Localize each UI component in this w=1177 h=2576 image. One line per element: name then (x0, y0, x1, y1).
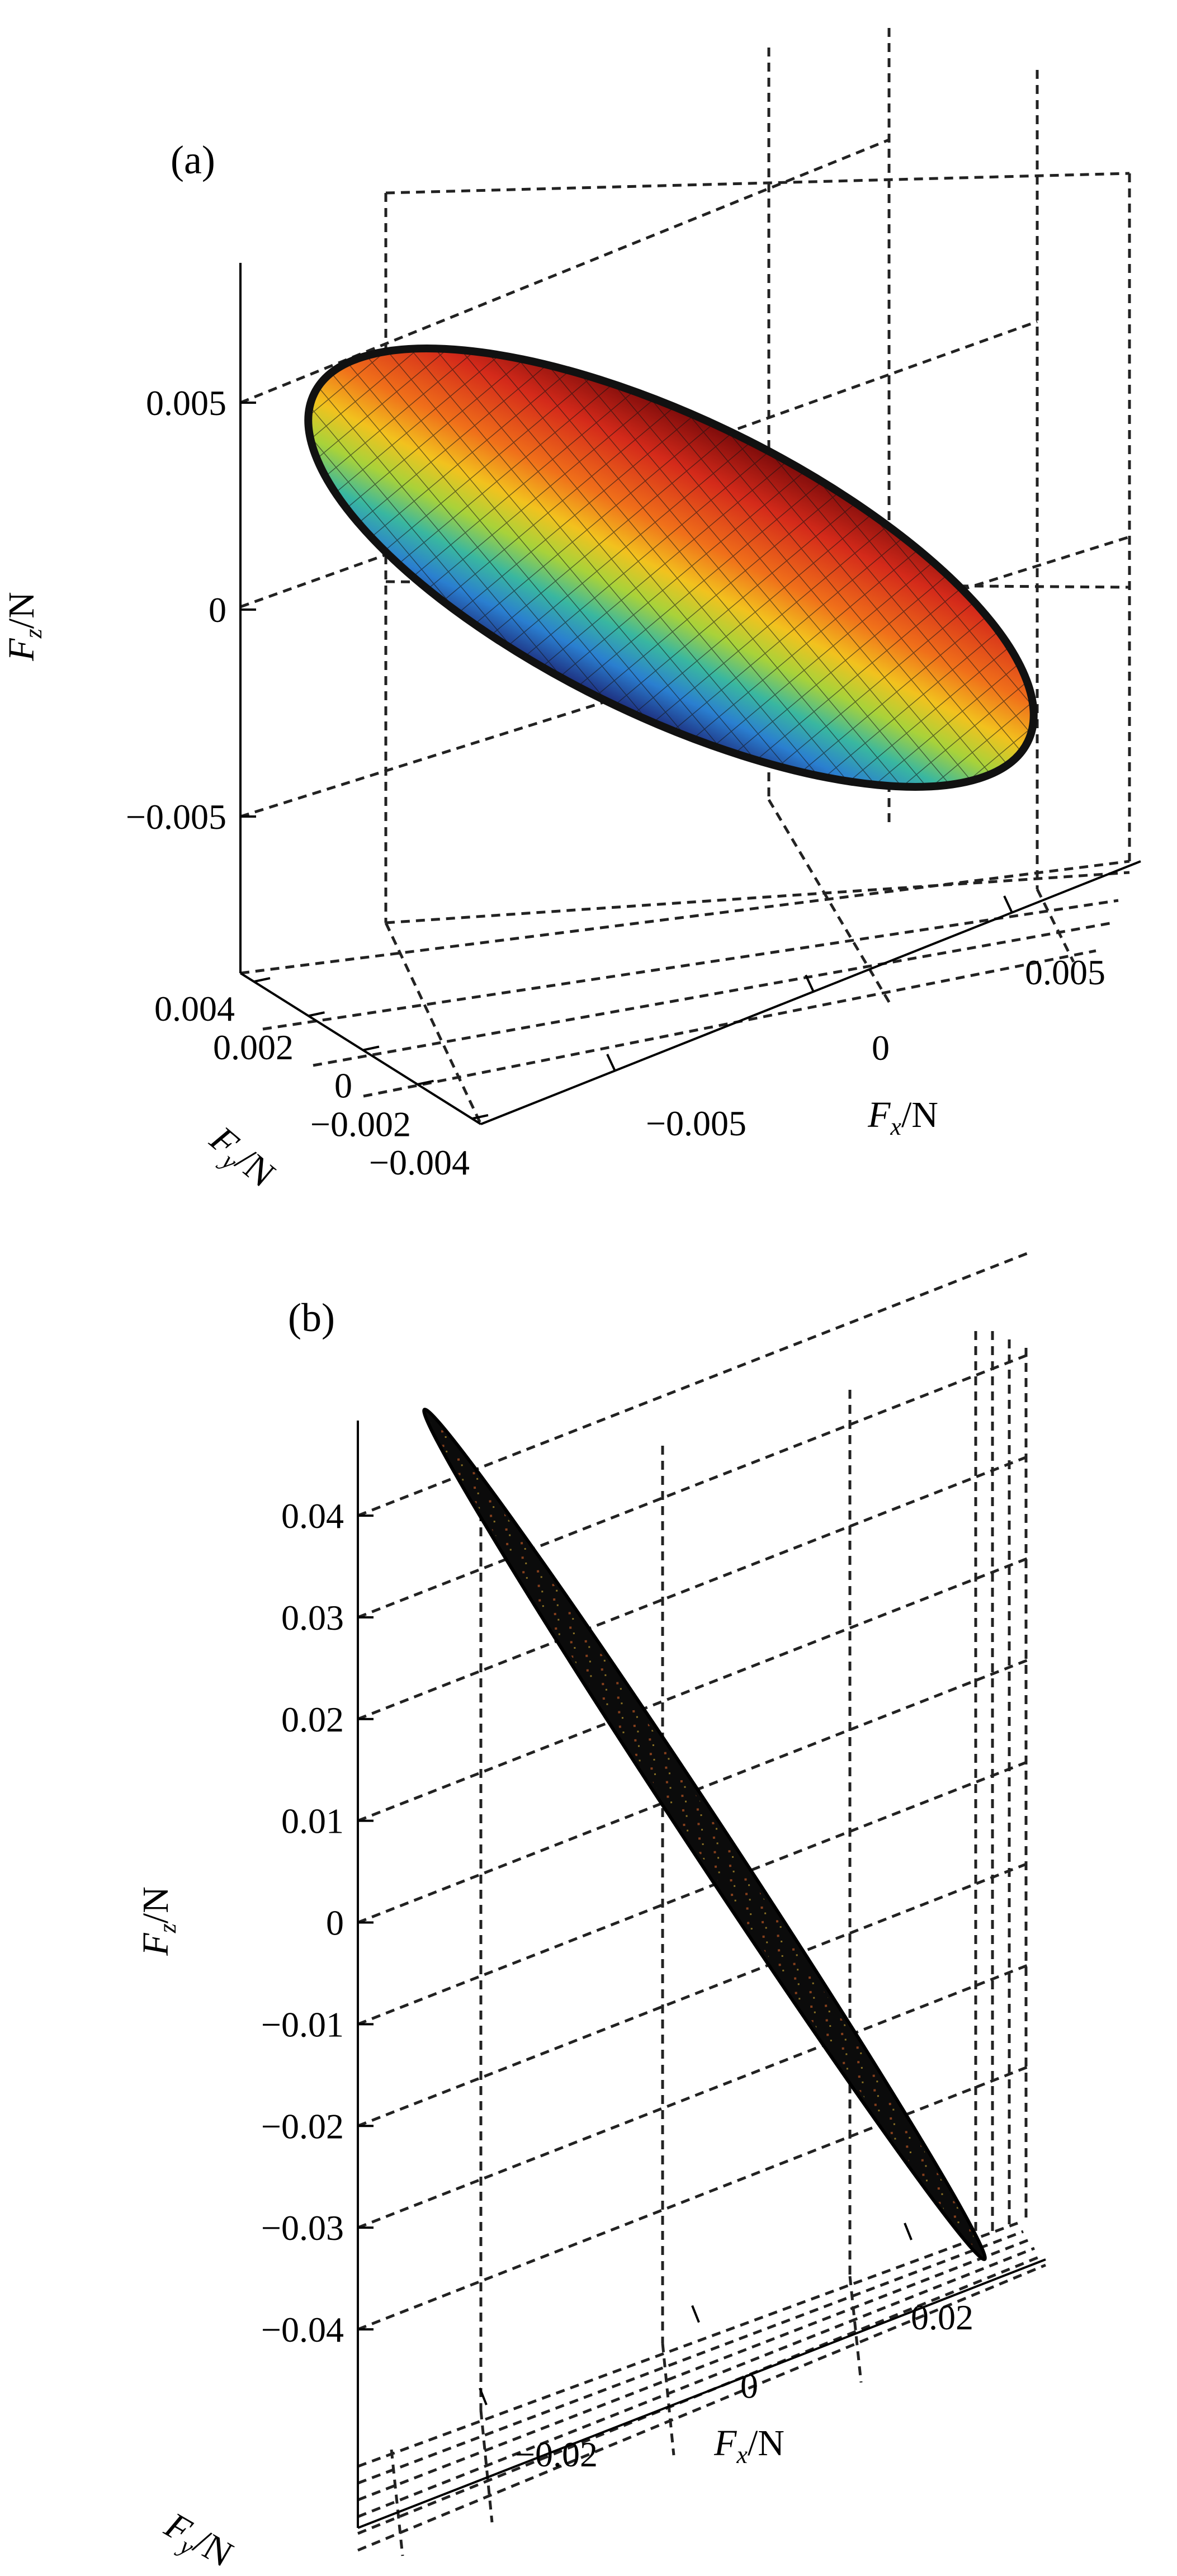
z-tick-label-b: 0 (326, 1903, 344, 1943)
z-tick-label-b: 0.01 (281, 1801, 344, 1841)
z-gridline-b (357, 1861, 1029, 2127)
y-tick-mark-a (254, 977, 271, 983)
x-tick-label-b: 0.02 (911, 2297, 973, 2337)
y-tick-label-a: 0.002 (213, 1027, 294, 1067)
x-tick-label-a: −0.005 (646, 1103, 746, 1143)
z-gridline-b (357, 1353, 1029, 1619)
x-tick-mark-b (479, 2388, 488, 2405)
y-tick-mark-a (418, 1079, 434, 1086)
z-tick-label-b: 0.02 (281, 1700, 344, 1739)
panel-b-ticks: 0.04 0.03 0.02 0.01 0 −0.01 −0.02 −0.03 −0.04 −0.… (261, 1496, 973, 2474)
svg-text:Fz/N: Fz/N (1, 592, 47, 661)
y-tick-label-a: −0.002 (310, 1104, 411, 1144)
y-tick-label-a: 0.004 (154, 989, 235, 1028)
x-axis-label-b: Fx/N (713, 2423, 784, 2469)
panel-label-a: (a) (171, 138, 215, 182)
z-tick-label-b: −0.03 (261, 2208, 344, 2248)
z-tick-label-a: −0.005 (126, 797, 226, 837)
ellipsoid-surface-a (304, 345, 1038, 791)
z-tick-label-b: −0.01 (261, 2004, 344, 2044)
z-gridline-b (357, 2065, 1029, 2331)
z-tick-label-a: 0.005 (146, 383, 226, 423)
x-tick-label-b: 0 (740, 2366, 758, 2406)
x-axis-label-a: Fx/N (867, 1094, 938, 1140)
ellipsoid-surface-b (422, 1408, 987, 2261)
z-tick-label-b: 0.03 (281, 1598, 344, 1638)
y-axis-label-b: Fy/N (155, 2504, 240, 2576)
y-tick-mark-a (472, 1114, 489, 1120)
z-axis-label-b: Fz/N (135, 1886, 181, 1956)
y-axis-label-a: Fy/N (199, 1118, 283, 1199)
x-tick-mark-a (805, 974, 815, 993)
z-tick-label-b: −0.04 (261, 2310, 344, 2349)
x-tick-label-a: 0 (872, 1028, 890, 1068)
z-tick-label-b: −0.02 (261, 2106, 344, 2146)
x-tick-mark-a (606, 1054, 616, 1072)
svg-text:Fz/N: Fz/N (135, 1886, 181, 1956)
svg-text:Fx/N: Fx/N (867, 1094, 938, 1140)
svg-text:Fy/N: Fy/N (155, 2504, 240, 2576)
panel-a-ticks: 0.0050−0.005−0.00500.0050.0040.0020−0.00… (126, 383, 1105, 1182)
x-tick-label-b: −0.02 (515, 2435, 598, 2474)
y-tick-mark-a (309, 1011, 325, 1017)
svg-text:Fx/N: Fx/N (713, 2423, 784, 2469)
panel-label-b: (b) (288, 1295, 335, 1340)
panel-a-axes (239, 263, 1141, 1125)
panel-b-axes (357, 1421, 1046, 2529)
x-tick-label-a: 0.005 (1025, 952, 1105, 992)
y-tick-label-a: −0.004 (369, 1143, 470, 1182)
x-tick-mark-a (1003, 895, 1013, 913)
svg-text:Fy/N: Fy/N (199, 1118, 283, 1199)
panel-b: (b) 0.04 0.03 0.02 0.01 0 −0.01 −0.02 −0.03 −0.0… (135, 1251, 1046, 2576)
x-tick-mark-b (904, 2223, 913, 2240)
z-axis-label-a: Fz/N (1, 592, 47, 661)
z-tick-label-b: 0.04 (281, 1496, 344, 1536)
panel-b-grid (357, 1251, 1046, 2556)
x-tick-mark-b (691, 2305, 700, 2323)
y-tick-label-a: 0 (334, 1066, 352, 1106)
z-tick-label-a: 0 (209, 590, 226, 630)
panel-a: (a) 0.0050−0.005−0.00500.0050.0040.0020−… (1, 28, 1141, 1199)
z-gridline-b (357, 1455, 1029, 1721)
y-tick-mark-a (363, 1045, 380, 1051)
